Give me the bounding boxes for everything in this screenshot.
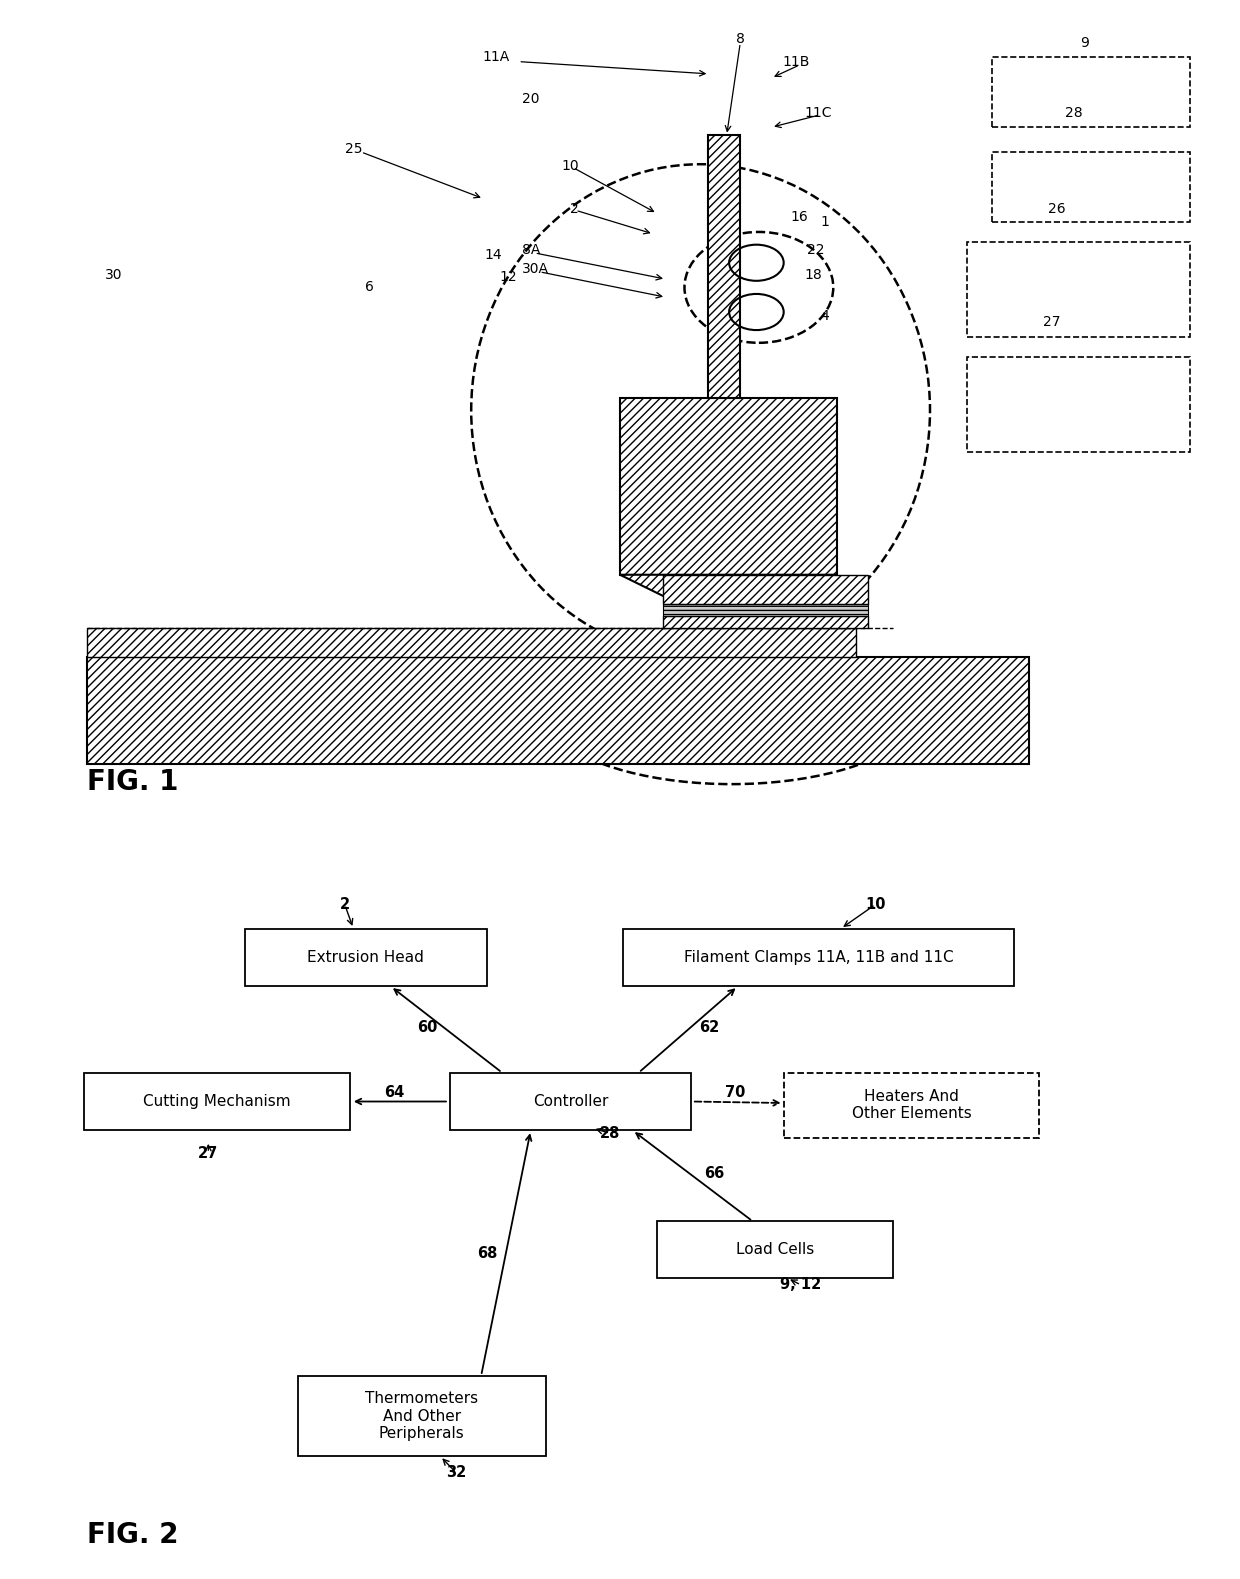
Text: 68: 68: [477, 1246, 497, 1260]
Text: 60: 60: [418, 1020, 438, 1034]
Text: 70: 70: [725, 1085, 745, 1101]
Text: 28: 28: [600, 1126, 620, 1142]
Bar: [83, 1074, 350, 1131]
Text: 8A: 8A: [522, 243, 539, 257]
Text: 9: 9: [1080, 36, 1090, 49]
Bar: [708, 136, 740, 398]
Text: 12: 12: [500, 270, 517, 284]
Bar: [992, 152, 1190, 221]
Bar: [298, 1377, 546, 1456]
Text: Controller: Controller: [533, 1094, 608, 1108]
Bar: [87, 628, 856, 657]
Text: Filament Clamps 11A, 11B and 11C: Filament Clamps 11A, 11B and 11C: [683, 951, 954, 965]
Text: 64: 64: [384, 1085, 404, 1101]
Text: 11B: 11B: [782, 55, 810, 68]
Text: 8: 8: [735, 33, 745, 46]
Bar: [663, 575, 868, 605]
Bar: [784, 1074, 1039, 1137]
Text: Heaters And
Other Elements: Heaters And Other Elements: [852, 1090, 971, 1121]
Bar: [967, 357, 1190, 452]
Text: 22: 22: [807, 243, 825, 257]
Text: Thermometers
And Other
Peripherals: Thermometers And Other Peripherals: [365, 1391, 479, 1442]
Bar: [244, 928, 486, 985]
Bar: [450, 1074, 692, 1131]
Text: 1: 1: [820, 215, 830, 229]
Text: 66: 66: [704, 1165, 724, 1181]
Text: 6: 6: [365, 281, 374, 294]
Bar: [620, 398, 837, 575]
Text: 27: 27: [1043, 314, 1060, 328]
Bar: [624, 928, 1014, 985]
Text: 2: 2: [340, 897, 350, 913]
Text: 10: 10: [562, 159, 579, 172]
Bar: [87, 657, 1029, 764]
Text: 14: 14: [485, 248, 502, 262]
Text: 20: 20: [522, 92, 539, 106]
Text: 9, 12: 9, 12: [780, 1277, 822, 1293]
Bar: [663, 616, 868, 628]
Text: 32: 32: [446, 1465, 466, 1481]
Text: 10: 10: [866, 897, 885, 913]
Polygon shape: [620, 575, 837, 628]
Text: 11C: 11C: [805, 106, 832, 120]
Text: 30: 30: [105, 268, 123, 283]
Text: 11A: 11A: [482, 51, 510, 65]
Text: FIG. 2: FIG. 2: [87, 1521, 179, 1549]
Text: Load Cells: Load Cells: [735, 1241, 815, 1257]
Text: Extrusion Head: Extrusion Head: [308, 951, 424, 965]
Bar: [992, 57, 1190, 128]
Text: 16: 16: [791, 210, 808, 224]
Text: 26: 26: [1048, 202, 1065, 216]
Text: 27: 27: [198, 1145, 218, 1161]
Text: 30A: 30A: [522, 262, 549, 276]
Bar: [663, 605, 868, 616]
Bar: [657, 1221, 893, 1277]
Text: 2: 2: [569, 202, 579, 216]
Text: FIG. 1: FIG. 1: [87, 769, 179, 796]
Text: Cutting Mechanism: Cutting Mechanism: [143, 1094, 291, 1108]
Text: 25: 25: [345, 142, 362, 156]
Text: 28: 28: [1065, 106, 1083, 120]
Text: 18: 18: [805, 268, 822, 283]
Text: 4: 4: [820, 309, 830, 324]
Bar: [967, 242, 1190, 336]
Text: 62: 62: [699, 1020, 719, 1034]
